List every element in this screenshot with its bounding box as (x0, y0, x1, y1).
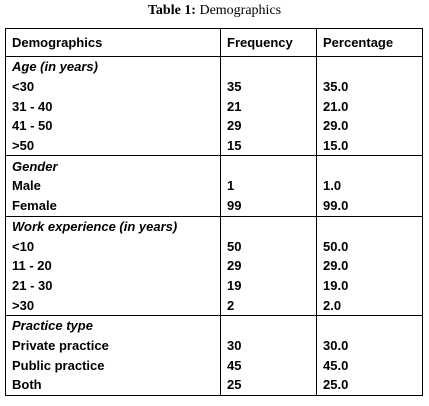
frequency: 19 (220, 275, 317, 296)
header-row: Demographics Frequency Percentage (5, 28, 423, 57)
row-label: 21 - 30 (5, 275, 221, 296)
frequency: 29 (220, 116, 317, 136)
percentage: 1.0 (316, 176, 423, 196)
column-header: Frequency (220, 28, 317, 57)
section-title: Practice type (5, 315, 221, 336)
row-label: 31 - 40 (5, 96, 221, 117)
empty-cell (220, 155, 317, 177)
empty-cell (316, 315, 423, 336)
percentage: 21.0 (316, 96, 423, 117)
column-header: Demographics (5, 28, 221, 57)
percentage: 99.0 (316, 195, 423, 216)
data-row: <30 35 35.0 (5, 76, 423, 97)
empty-cell (220, 216, 317, 237)
percentage: 29.0 (316, 255, 423, 276)
data-row: >30 2 2.0 (5, 295, 423, 316)
percentage: 15.0 (316, 135, 423, 156)
frequency: 45 (220, 355, 317, 375)
row-label: Female (5, 195, 221, 216)
data-row: Public practice 45 45.0 (5, 355, 423, 375)
frequency: 25 (220, 375, 317, 396)
data-row: <10 50 50.0 (5, 236, 423, 256)
percentage: 50.0 (316, 236, 423, 256)
empty-cell (316, 155, 423, 177)
section-title-row: Gender (5, 155, 423, 177)
percentage: 35.0 (316, 76, 423, 97)
row-label: Public practice (5, 355, 221, 375)
frequency: 29 (220, 255, 317, 276)
frequency: 50 (220, 236, 317, 256)
frequency: 99 (220, 195, 317, 216)
caption-text: Demographics (199, 3, 282, 18)
caption-label: Table 1: (147, 3, 196, 18)
percentage: 2.0 (316, 295, 423, 316)
frequency: 1 (220, 176, 317, 196)
row-label: Male (5, 176, 221, 196)
row-label: >30 (5, 295, 221, 316)
frequency: 15 (220, 135, 317, 156)
column-header: Percentage (316, 28, 423, 57)
empty-cell (220, 315, 317, 336)
row-label: <30 (5, 76, 221, 97)
frequency: 2 (220, 295, 317, 316)
row-label: <10 (5, 236, 221, 256)
percentage: 45.0 (316, 355, 423, 375)
percentage: 19.0 (316, 275, 423, 296)
data-row: 31 - 40 21 21.0 (5, 96, 423, 117)
row-label: Both (5, 375, 221, 396)
row-label: 11 - 20 (5, 255, 221, 276)
frequency: 35 (220, 76, 317, 97)
row-label: 41 - 50 (5, 116, 221, 136)
data-row: Male 1 1.0 (5, 176, 423, 196)
data-row: Both 25 25.0 (5, 375, 423, 396)
data-row: 11 - 20 29 29.0 (5, 255, 423, 276)
data-row: 41 - 50 29 29.0 (5, 116, 423, 136)
empty-cell (316, 216, 423, 237)
section: Practice type Private practice 30 30.0 Publi… (5, 315, 423, 396)
data-row: Female 99 99.0 (5, 195, 423, 216)
section: Age (in years) <30 35 35.0 31 - 40 21 21.0 41 -… (5, 56, 423, 156)
empty-cell (316, 56, 423, 77)
frequency: 21 (220, 96, 317, 117)
section-title-row: Age (in years) (5, 56, 423, 77)
demographics-table: Demographics Frequency Percentage Age (in … (5, 28, 423, 396)
section-title-row: Practice type (5, 315, 423, 336)
data-row: 21 - 30 19 19.0 (5, 275, 423, 296)
percentage: 30.0 (316, 335, 423, 356)
section-title: Gender (5, 155, 221, 177)
frequency: 30 (220, 335, 317, 356)
percentage: 29.0 (316, 116, 423, 136)
section-title: Work experience (in years) (5, 216, 221, 237)
table-caption: Table 1: Demographics (0, 3, 429, 19)
section: Gender Male 1 1.0 Female 99 99.0 (5, 155, 423, 216)
row-label: Private practice (5, 335, 221, 356)
row-label: >50 (5, 135, 221, 156)
empty-cell (220, 56, 317, 77)
section: Work experience (in years) <10 50 50.0 11 - … (5, 216, 423, 316)
percentage: 25.0 (316, 375, 423, 396)
section-title: Age (in years) (5, 56, 221, 77)
section-title-row: Work experience (in years) (5, 216, 423, 237)
data-row: Private practice 30 30.0 (5, 335, 423, 356)
data-row: >50 15 15.0 (5, 135, 423, 156)
